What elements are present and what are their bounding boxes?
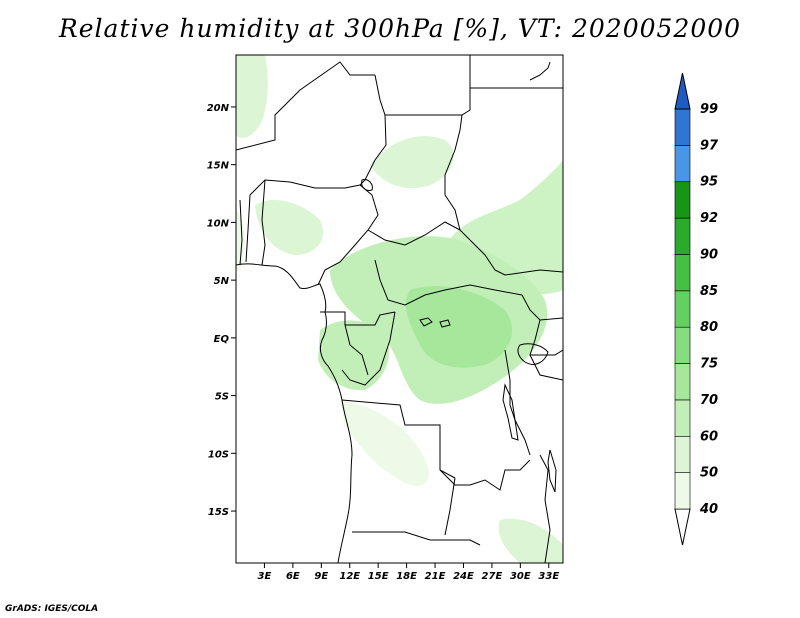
lon-tick-label: 12E: [339, 571, 360, 582]
moist-region-northwest: [236, 55, 268, 138]
colorbar: 40 50 60 70 75 80 85 90 92 95 97 99: [674, 72, 719, 546]
colorbar-label: 40: [699, 502, 718, 517]
lat-tick-label: 15S: [208, 507, 229, 518]
border-angola-south: [352, 531, 481, 546]
lon-tick-label: 9E: [314, 571, 328, 582]
colorbar-label: 50: [700, 466, 718, 481]
border-nigeria-west: [261, 179, 266, 266]
colorbar-segment: [674, 290, 691, 328]
lake-malawi: [547, 449, 557, 493]
colorbar-label: 70: [700, 393, 718, 408]
moist-region-core: [405, 286, 513, 368]
lon-tick-label: 33E: [538, 571, 559, 582]
credit-label: GrADS: IGES/COLA: [5, 604, 99, 614]
colorbar-upper-arrow: [674, 72, 691, 110]
border-sudan-southsudan: [469, 239, 563, 276]
lon-tick-label: 24E: [453, 571, 474, 582]
colorbar-label: 95: [700, 175, 718, 190]
colorbar-label: 99: [700, 102, 718, 117]
longitude-axis: 3E 6E 9E 12E 15E 18E 21E 24E 27E 30E 33E: [258, 563, 559, 582]
colorbar-segment: [674, 145, 691, 183]
colorbar-lower-arrow: [674, 508, 691, 546]
lat-tick-label: EQ: [214, 334, 230, 345]
colorbar-label: 92: [700, 211, 718, 226]
lat-tick-label: 10N: [207, 218, 230, 229]
border-chad-sudan: [444, 114, 471, 241]
moist-region-nigeria: [255, 200, 324, 255]
lon-tick-label: 15E: [368, 571, 389, 582]
border-car-south: [374, 259, 523, 306]
border-cameroon-gabon: [320, 311, 396, 326]
colorbar-label: 97: [700, 138, 719, 153]
border-rift-east: [504, 349, 531, 456]
lat-tick-label: 10S: [208, 449, 229, 460]
colorbar-segment: [674, 326, 691, 364]
border-congo: [341, 311, 396, 386]
colorbar-segment: [674, 254, 691, 292]
colorbar-label: 60: [700, 429, 718, 444]
border-ghana: [239, 199, 243, 266]
lon-tick-label: 30E: [510, 571, 531, 582]
border-gabon-congo: [344, 324, 369, 376]
colorbar-segment: [674, 472, 691, 510]
latitude-axis: 20N 15N 10N 5N EQ 5S 10S 15S: [207, 103, 236, 518]
border-zambia-south: [444, 477, 456, 536]
border-chad-car: [367, 221, 461, 246]
border-southsudan-drc: [521, 294, 563, 321]
colorbar-label: 85: [700, 284, 718, 299]
coastline: [236, 263, 353, 563]
colorbar-segment: [674, 399, 691, 437]
colorbar-label: 90: [700, 247, 718, 262]
moist-region-gabon: [318, 320, 389, 391]
chart-title: Relative humidity at 300hPa [%], VT: 202…: [58, 14, 742, 43]
colorbar-segment: [674, 108, 691, 146]
country-borders: [236, 55, 563, 563]
border-drc-angola: [341, 399, 456, 479]
moist-region-chad: [370, 136, 454, 189]
lon-tick-label: 6E: [286, 571, 300, 582]
border-nigeria-cameroon: [317, 184, 379, 286]
border-niger-nigeria: [249, 179, 361, 196]
colorbar-segment: [674, 363, 691, 401]
colorbar-segment: [674, 217, 691, 255]
humidity-shading: [236, 55, 563, 563]
lat-tick-label: 5N: [214, 276, 230, 287]
lon-tick-label: 3E: [258, 571, 272, 582]
map-frame: [235, 54, 564, 564]
colorbar-segment: [674, 181, 691, 219]
lake-tanganyika: [502, 383, 519, 441]
border-mali-niger: [236, 61, 375, 151]
border-chad-east: [385, 55, 471, 116]
lon-tick-label: 27E: [482, 571, 503, 582]
red-sea-coast: [529, 61, 551, 81]
colorbar-label: 80: [700, 320, 718, 335]
lat-tick-label: 20N: [207, 103, 230, 114]
moist-region-angola: [340, 400, 429, 486]
border-tanzania: [529, 354, 563, 381]
moist-region-south: [498, 518, 563, 563]
lake-chad: [361, 179, 373, 191]
border-drc-zambia: [439, 459, 531, 491]
lake-victoria: [517, 343, 549, 365]
colorbar-label: 75: [700, 357, 718, 372]
border-benin: [245, 194, 251, 263]
lake-kivu: [419, 317, 451, 328]
lat-tick-label: 5S: [215, 392, 229, 403]
lon-tick-label: 21E: [425, 571, 446, 582]
lat-tick-label: 15N: [207, 161, 230, 172]
lon-tick-label: 18E: [396, 571, 417, 582]
moist-region-west-coast: [236, 210, 245, 272]
border-mozambique: [539, 454, 551, 563]
colorbar-segment: [674, 435, 691, 473]
